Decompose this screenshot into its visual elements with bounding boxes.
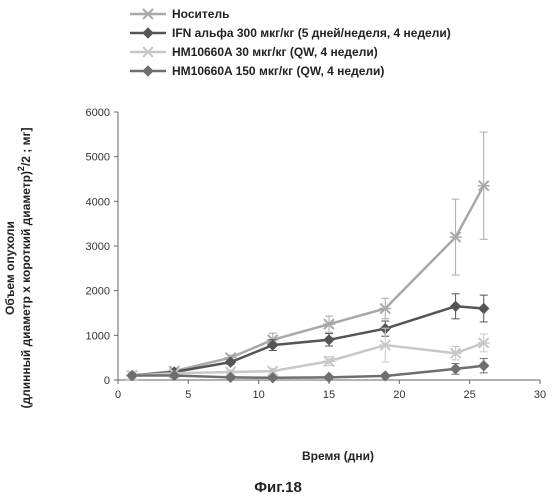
data-point [479, 304, 489, 314]
y-tick-label: 3000 [86, 241, 110, 253]
series-3 [126, 328, 490, 380]
y-axis-title-tail: /2 ; мг] [19, 127, 33, 166]
legend: Носитель IFN альфа 300 мкг/кг (5 дней/нед… [130, 7, 451, 78]
x-ticks: 0 5 10 15 20 25 30 [115, 380, 546, 401]
series-1 [126, 132, 490, 380]
x-tick-label: 10 [253, 389, 265, 401]
data-point [479, 361, 489, 371]
data-point [324, 372, 334, 382]
legend-swatch-marker [143, 28, 153, 38]
svg-text:(длинный диаметр x короткий ди: (длинный диаметр x короткий диаметр)2/2 … [16, 127, 33, 408]
x-tick-label: 0 [115, 389, 121, 401]
data-point [324, 335, 334, 345]
y-tick-label: 4000 [86, 196, 110, 208]
x-axis-title: Время (дни) [302, 449, 374, 463]
x-tick-label: 20 [393, 389, 405, 401]
x-tick-label: 5 [185, 389, 191, 401]
y-axis-title-line2: (длинный диаметр x короткий диаметр) [19, 171, 33, 408]
x-tick-label: 15 [323, 389, 335, 401]
legend-label: HM10660A 30 мкг/кг (QW, 4 недели) [172, 45, 378, 59]
legend-swatch-marker [142, 47, 154, 57]
legend-item-4: HM10660A 150 мкг/кг (QW, 4 недели) [130, 64, 384, 78]
data-point [451, 301, 461, 311]
legend-label: IFN альфа 300 мкг/кг (5 дней/неделя, 4 н… [172, 26, 451, 40]
x-tick-label: 30 [534, 389, 546, 401]
data-point [380, 371, 390, 381]
x-tick-label: 25 [464, 389, 476, 401]
legend-label: Носитель [172, 7, 229, 21]
y-tick-label: 1000 [86, 330, 110, 342]
y-ticks: 0 1000 2000 3000 4000 5000 6000 [86, 107, 118, 387]
plot-area [126, 132, 490, 383]
legend-item-2: IFN альфа 300 мкг/кг (5 дней/неделя, 4 н… [130, 26, 451, 40]
y-tick-label: 5000 [86, 152, 110, 164]
data-point [451, 364, 461, 374]
legend-label: HM10660A 150 мкг/кг (QW, 4 недели) [172, 64, 384, 78]
y-axis-title-line1: Объем опухоли [3, 221, 17, 315]
legend-swatch-marker [142, 9, 154, 19]
legend-item-1: Носитель [130, 7, 229, 21]
legend-swatch-marker [143, 66, 153, 76]
y-axis-title: Объем опухоли (длинный диаметр x коротки… [3, 127, 33, 408]
series-line [132, 186, 484, 376]
legend-item-3: HM10660A 30 мкг/кг (QW, 4 недели) [130, 45, 378, 59]
y-tick-label: 0 [104, 375, 110, 387]
svg-text:Объем опухоли: Объем опухоли [3, 221, 17, 315]
figure-label: Фиг.18 [254, 479, 302, 496]
y-tick-label: 2000 [86, 286, 110, 298]
y-tick-label: 6000 [86, 107, 110, 119]
series-2 [127, 294, 489, 381]
